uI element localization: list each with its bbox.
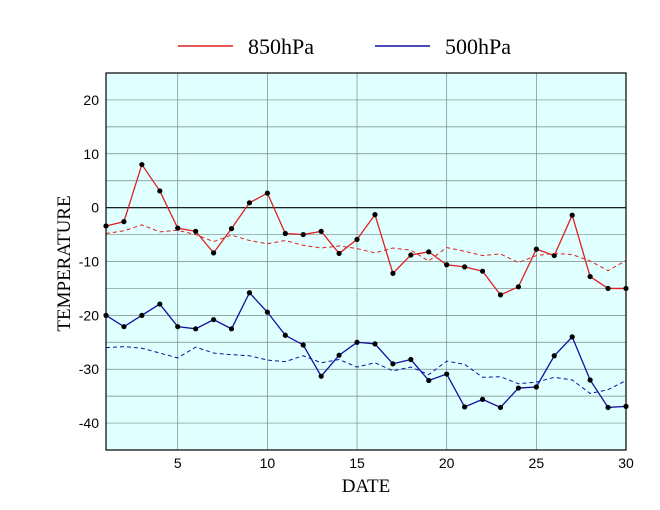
data-point xyxy=(210,250,217,256)
x-axis-label: DATE xyxy=(342,476,391,497)
y-tick-label: -30 xyxy=(79,361,99,377)
series-3-dashed-line xyxy=(105,346,627,394)
data-point xyxy=(372,212,378,218)
data-point xyxy=(515,284,522,290)
y-tick-label: -10 xyxy=(79,254,99,270)
data-point xyxy=(246,200,253,206)
data-point xyxy=(336,250,342,257)
data-point xyxy=(121,324,127,330)
y-tick-label: 10 xyxy=(83,146,99,162)
y-axis-label: TEMPERATURE xyxy=(54,195,75,331)
x-tick-label: 5 xyxy=(174,455,182,471)
data-point xyxy=(318,228,324,234)
data-point xyxy=(121,219,127,225)
data-point xyxy=(605,285,611,292)
data-point xyxy=(210,317,217,323)
data-point xyxy=(354,236,360,243)
data-point xyxy=(605,404,611,411)
data-point xyxy=(264,190,270,196)
data-point xyxy=(300,231,306,238)
data-point xyxy=(551,353,557,359)
data-point xyxy=(390,270,396,276)
x-tick-label: 10 xyxy=(260,455,276,471)
data-point xyxy=(479,268,486,274)
data-point xyxy=(551,252,557,259)
series-layer xyxy=(103,161,629,411)
data-point xyxy=(390,361,396,367)
data-point xyxy=(175,324,181,330)
data-point xyxy=(408,252,414,258)
data-point xyxy=(175,225,181,231)
plot-frame xyxy=(105,72,627,451)
data-point xyxy=(264,309,270,315)
data-point xyxy=(228,326,235,332)
x-tick-label: 30 xyxy=(618,455,634,471)
y-tick-label: 0 xyxy=(91,200,99,216)
data-point xyxy=(533,384,539,390)
data-point xyxy=(354,339,360,345)
data-point xyxy=(533,246,539,252)
data-point xyxy=(318,373,324,379)
data-point xyxy=(462,264,468,270)
y-tick-label: 20 xyxy=(83,92,99,108)
data-point xyxy=(569,334,575,340)
data-point xyxy=(372,341,378,347)
data-point xyxy=(426,249,432,255)
data-point xyxy=(336,352,342,358)
data-point xyxy=(444,262,450,268)
data-point xyxy=(515,385,522,391)
data-point xyxy=(193,228,199,234)
data-point xyxy=(193,326,199,332)
data-point xyxy=(300,342,306,348)
legend-label: 850hPa xyxy=(248,34,314,59)
y-tick-label: -20 xyxy=(79,307,99,323)
legend-label: 500hPa xyxy=(445,34,511,59)
data-point xyxy=(139,312,145,318)
axis-ticks: 5 10 15 20 25 30 20 10 0 -10 -20 -30 -40 xyxy=(79,92,634,471)
data-point xyxy=(157,188,163,194)
x-tick-label: 20 xyxy=(439,455,455,471)
data-point xyxy=(587,377,593,383)
grid-lines xyxy=(106,73,626,450)
data-point xyxy=(587,273,593,280)
data-point xyxy=(569,212,575,218)
data-point xyxy=(426,377,432,384)
data-point xyxy=(408,356,414,363)
data-point xyxy=(139,161,145,168)
data-point xyxy=(497,404,504,411)
data-point xyxy=(497,292,504,298)
chart-legend: 850hPa 500hPa xyxy=(178,34,511,59)
y-tick-label: -40 xyxy=(79,415,99,431)
x-tick-label: 25 xyxy=(529,455,545,471)
series-1-dashed-line xyxy=(105,224,627,272)
data-point xyxy=(282,230,288,237)
data-point xyxy=(246,290,253,296)
data-point xyxy=(228,226,235,232)
data-point xyxy=(479,396,486,402)
data-point xyxy=(157,301,163,307)
data-point xyxy=(444,371,450,377)
x-tick-label: 15 xyxy=(349,455,365,471)
data-point xyxy=(462,404,468,410)
data-point xyxy=(282,332,288,338)
850hpa-line xyxy=(105,163,626,296)
